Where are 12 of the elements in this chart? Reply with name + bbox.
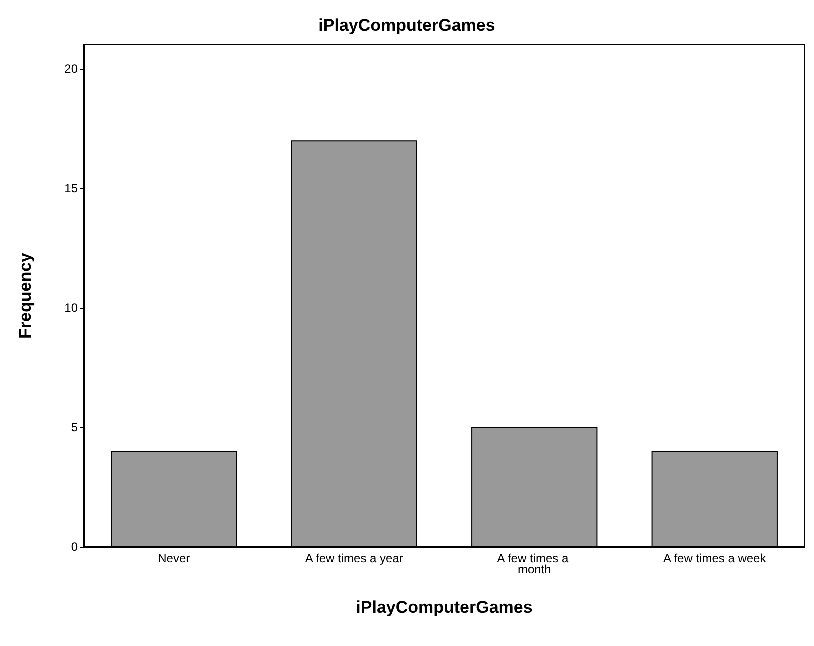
chart-title: iPlayComputerGames [318, 16, 496, 35]
x-tick-label: Never [158, 552, 190, 566]
x-tick-label: A few times a month [497, 552, 572, 576]
y-tick-label: 10 [64, 300, 78, 315]
x-tick-label: A few times a week [664, 552, 768, 566]
y-tick-label: 5 [71, 420, 78, 434]
y-axis-title: Frequency [16, 252, 35, 339]
x-tick-label: A few times a year [305, 552, 404, 566]
y-tick-label: 20 [64, 62, 78, 76]
y-tick-label: 0 [71, 540, 78, 554]
x-axis-title: iPlayComputerGames [356, 598, 533, 617]
y-tick-label: 15 [64, 181, 78, 196]
